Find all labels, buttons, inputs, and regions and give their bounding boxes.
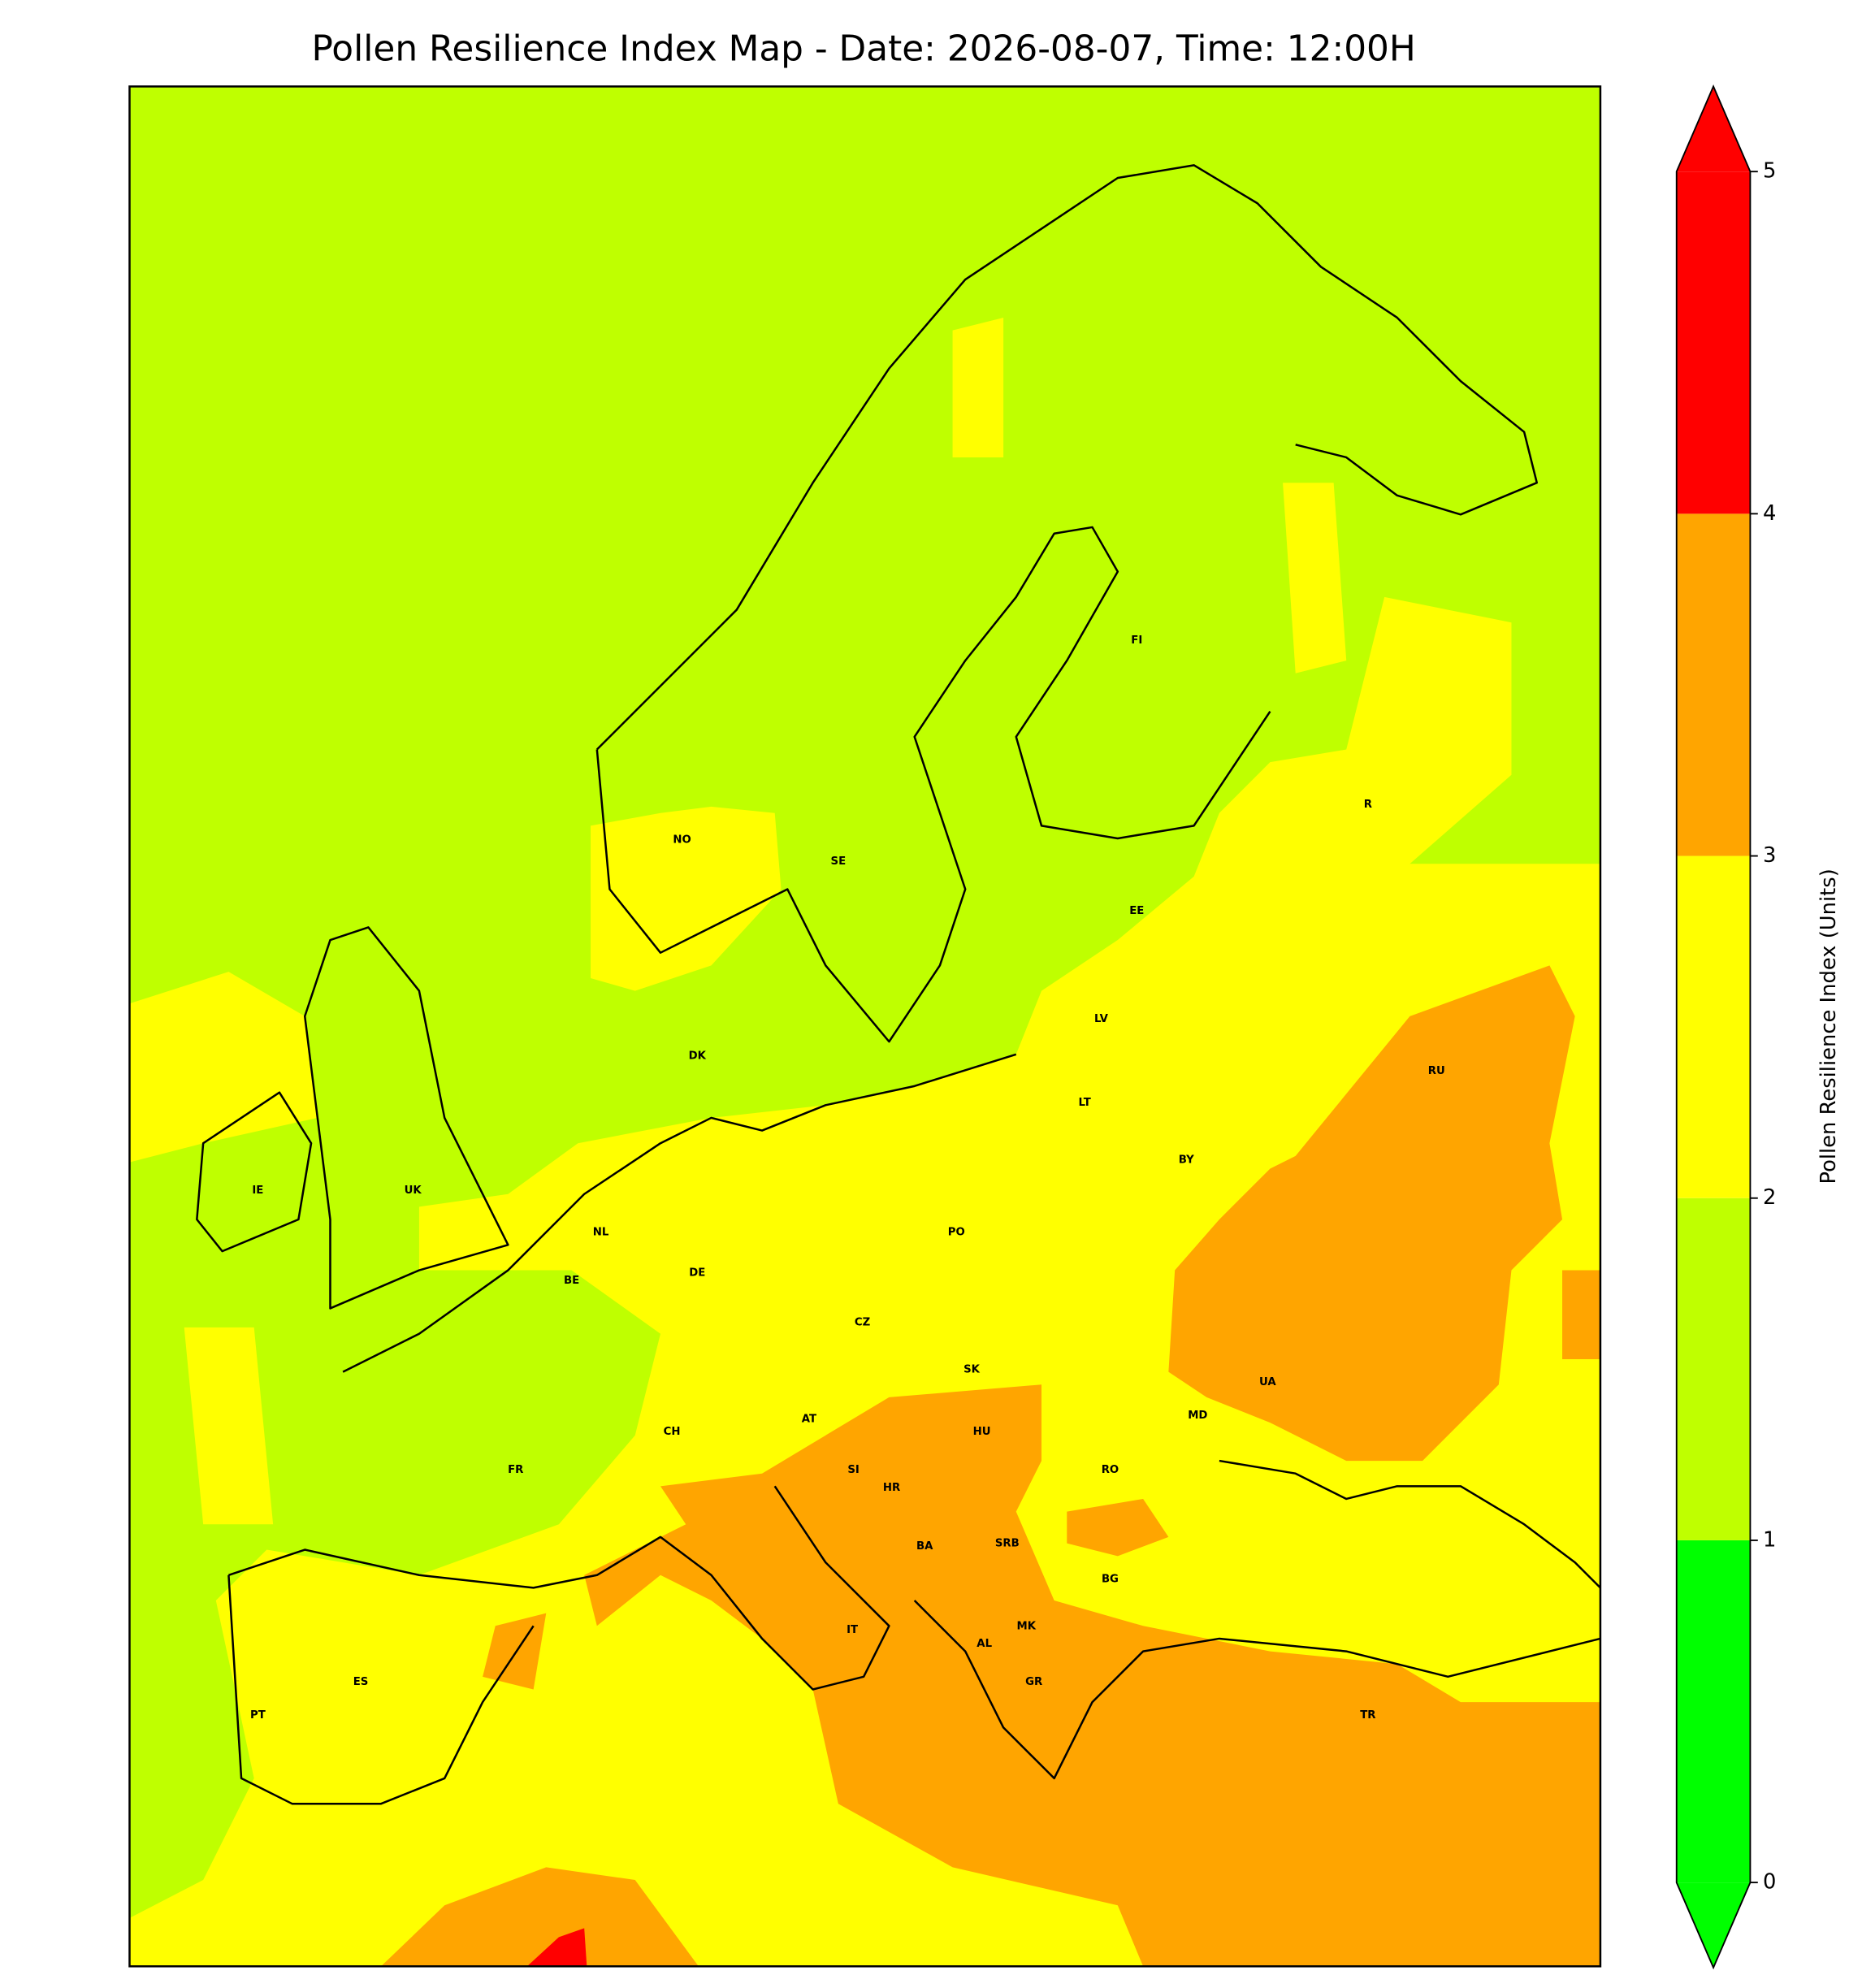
country-label: MK bbox=[1017, 1620, 1037, 1632]
country-label: RO bbox=[1102, 1464, 1119, 1476]
country-label: FR bbox=[508, 1464, 523, 1476]
country-label: IE bbox=[252, 1185, 263, 1197]
country-label: SRB bbox=[995, 1538, 1020, 1550]
country-label: IT bbox=[847, 1624, 858, 1636]
map: NO SE FI EE LV LT DK IE UK NL BE DE PO B… bbox=[128, 85, 1602, 1968]
index-region bbox=[1562, 1270, 1600, 1359]
index-region bbox=[1168, 965, 1575, 1462]
index-region bbox=[184, 1327, 274, 1525]
index-region bbox=[590, 806, 782, 991]
index-region bbox=[381, 1867, 699, 1967]
country-label: MD bbox=[1188, 1410, 1207, 1422]
country-label: PT bbox=[250, 1709, 266, 1722]
country-label: BA bbox=[916, 1540, 933, 1553]
country-label: BE bbox=[564, 1275, 579, 1287]
country-label: LT bbox=[1079, 1097, 1091, 1109]
colorbar-tick-label: 3 bbox=[1763, 843, 1776, 868]
colorbar-tick-label: 2 bbox=[1763, 1185, 1776, 1210]
index-region bbox=[584, 1384, 1600, 1967]
index-region bbox=[1067, 1498, 1169, 1557]
country-label: HR bbox=[883, 1482, 900, 1494]
country-label: TR bbox=[1360, 1709, 1375, 1722]
map-frame bbox=[128, 85, 1602, 1968]
colorbar-segment bbox=[1676, 855, 1751, 1198]
country-label: SK bbox=[963, 1363, 981, 1375]
colorbar-tick-label: 0 bbox=[1763, 1870, 1776, 1895]
colorbar-segment bbox=[1676, 513, 1751, 856]
coastlines bbox=[196, 164, 1601, 1805]
country-label: R bbox=[1364, 799, 1372, 811]
country-label: UK bbox=[405, 1185, 422, 1197]
colorbar-segment bbox=[1676, 1198, 1751, 1540]
colorbar-tick-label: 4 bbox=[1763, 501, 1776, 526]
country-label: FI bbox=[1131, 635, 1142, 647]
index-region bbox=[129, 972, 318, 1163]
country-label: ES bbox=[353, 1676, 369, 1688]
country-label: NL bbox=[593, 1227, 609, 1239]
country-label: BY bbox=[1179, 1154, 1194, 1167]
country-label: EE bbox=[1129, 905, 1144, 917]
country-label: GR bbox=[1025, 1676, 1042, 1688]
index-region bbox=[526, 1928, 587, 1967]
country-label: BG bbox=[1102, 1573, 1119, 1585]
colorbar-segment bbox=[1676, 171, 1751, 514]
country-label: DK bbox=[689, 1050, 707, 1062]
colorbar-extend-over bbox=[1676, 86, 1751, 172]
country-label: LV bbox=[1094, 1013, 1109, 1025]
country-label: NO bbox=[673, 834, 691, 847]
colorbar-extend-under bbox=[1676, 1882, 1751, 1968]
index-region bbox=[129, 596, 1600, 1967]
country-label: DE bbox=[689, 1267, 705, 1280]
map-title: Pollen Resilience Index Map - Date: 2026… bbox=[311, 28, 1415, 70]
colorbar-tick-label: 1 bbox=[1763, 1527, 1776, 1552]
country-label: SE bbox=[831, 855, 847, 868]
colorbar: 0 1 2 3 4 5 bbox=[1675, 84, 1776, 1970]
country-label: RU bbox=[1428, 1065, 1445, 1077]
colorbar-segment bbox=[1676, 1540, 1751, 1883]
index-region bbox=[1283, 483, 1347, 673]
country-label: HU bbox=[973, 1426, 991, 1438]
index-region bbox=[952, 317, 1004, 457]
country-label: CH bbox=[664, 1426, 681, 1438]
country-label: SI bbox=[847, 1464, 860, 1476]
country-label: UA bbox=[1259, 1376, 1276, 1388]
country-label: AT bbox=[802, 1413, 816, 1425]
country-label: AL bbox=[976, 1638, 992, 1650]
country-label: PO bbox=[948, 1227, 965, 1239]
country-label: CZ bbox=[855, 1317, 871, 1329]
colorbar-label: Pollen Resilience Index (Units) bbox=[1817, 868, 1841, 1184]
colorbar-tick-label: 5 bbox=[1763, 159, 1776, 184]
country-labels: NO SE FI EE LV LT DK IE UK NL BE DE PO B… bbox=[250, 635, 1445, 1722]
